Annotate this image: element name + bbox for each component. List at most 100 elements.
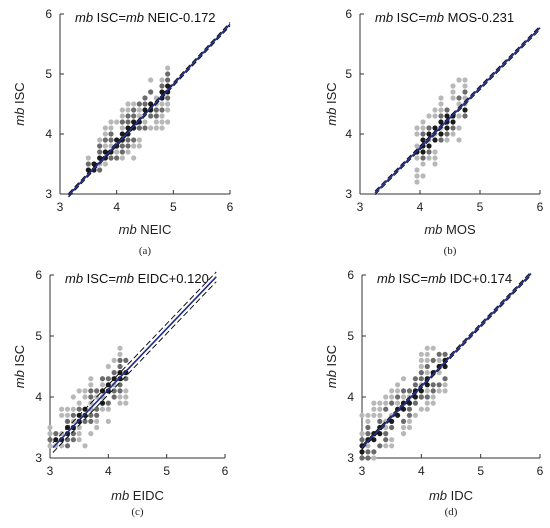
- scatter-point: [119, 149, 125, 155]
- scatter-point: [159, 125, 165, 131]
- scatter-point: [47, 424, 53, 431]
- x-tick-label: 3: [359, 464, 366, 478]
- scatter-point: [76, 431, 82, 437]
- fit-line: [361, 272, 532, 448]
- scatter-point: [117, 351, 123, 357]
- scatter-point: [438, 131, 444, 137]
- scatter-point: [430, 394, 436, 400]
- scatter-point: [456, 113, 462, 119]
- scatter-point: [371, 437, 377, 443]
- scatter-point: [430, 357, 436, 363]
- y-axis-label: mb ISC: [324, 82, 339, 125]
- x-axis-label: mb NEIC: [119, 222, 172, 237]
- scatter-point: [442, 388, 448, 394]
- y-tick-label: 6: [45, 7, 52, 21]
- equation-label: mb ISC=mb NEIC-0.172: [75, 10, 216, 25]
- scatter-point: [88, 394, 94, 400]
- y-axis-label: mb ISC: [12, 345, 27, 388]
- scatter-point: [159, 77, 165, 83]
- scatter-point: [418, 406, 424, 412]
- scatter-point: [420, 173, 426, 179]
- scatter-point: [395, 382, 401, 388]
- scatter-point: [406, 412, 413, 418]
- scatter-point: [432, 155, 438, 161]
- scatter-point: [105, 376, 111, 382]
- scatter-point: [142, 125, 148, 131]
- fit-line: [67, 23, 231, 196]
- y-tick-label: 4: [345, 127, 352, 141]
- scatter-point: [159, 83, 165, 89]
- scatter-point: [389, 388, 395, 394]
- scatter-point: [94, 412, 100, 418]
- scatter-point: [99, 376, 106, 382]
- scatter-point: [64, 431, 71, 437]
- scatter-point: [159, 119, 165, 125]
- scatter-point: [426, 155, 432, 161]
- scatter-point: [105, 418, 111, 424]
- scatter-point: [102, 137, 108, 143]
- x-axis-label: mb IDC: [429, 488, 473, 503]
- scatter-point: [105, 363, 111, 370]
- scatter-point: [47, 431, 53, 437]
- scatter-point: [426, 143, 432, 149]
- scatter-point: [389, 443, 395, 449]
- scatter-point: [136, 137, 142, 143]
- scatter-point: [420, 125, 426, 131]
- scatter-point: [418, 351, 424, 357]
- scatter-point: [395, 388, 401, 394]
- scatter-point: [436, 357, 442, 363]
- scatter-point: [418, 394, 424, 400]
- scatter-point: [424, 406, 430, 412]
- x-tick-label: 4: [113, 200, 120, 214]
- scatter-point: [119, 143, 125, 149]
- fit-bound-dashed-line: [361, 275, 532, 450]
- scatter-point: [438, 113, 444, 119]
- panel-a: 3 4 5 6 3 4 5 6 mb ISC=mb NEIC-0.172 mb NEIC mb IS…: [12, 7, 234, 257]
- scatter-point: [125, 137, 131, 143]
- scatter-point: [102, 125, 108, 131]
- scatter-point: [142, 95, 148, 101]
- scatter-point: [400, 394, 407, 400]
- fit-bound-dashed-line: [374, 29, 541, 196]
- x-tick-label: 3: [357, 200, 364, 214]
- scatter-point: [94, 406, 100, 412]
- x-tick-label: 5: [170, 200, 177, 214]
- scatter-point: [442, 382, 448, 388]
- scatter-point: [117, 363, 123, 370]
- scatter-point: [365, 455, 371, 461]
- y-tick-label: 6: [345, 7, 352, 21]
- scatter-point: [108, 155, 114, 161]
- scatter-point: [430, 388, 436, 394]
- scatter-point: [383, 400, 389, 406]
- equation-label: mb ISC=mb IDC+0.174: [377, 271, 512, 286]
- scatter-point: [64, 443, 71, 449]
- x-axis-label: mb EIDC: [111, 488, 164, 503]
- x-tick-label: 6: [222, 464, 229, 478]
- scatter-point: [125, 101, 131, 107]
- scatter-point: [414, 179, 420, 185]
- x-tick-label: 4: [418, 464, 425, 478]
- panel-d: 3 4 5 6 3 4 5 6 mb ISC=mb IDC+0.174 mb IDC mb ISC (…: [324, 268, 544, 518]
- scatter-point: [102, 143, 108, 149]
- scatter-point: [424, 357, 430, 363]
- scatter-point: [165, 71, 171, 77]
- scatter-point: [424, 363, 430, 370]
- scatter-point: [136, 143, 142, 149]
- scatter-point: [400, 376, 407, 382]
- scatter-point: [426, 125, 432, 131]
- scatter-point: [125, 113, 131, 119]
- scatter-point: [153, 107, 159, 113]
- scatter-point: [131, 113, 137, 119]
- scatter-point: [142, 119, 148, 125]
- scatter-point: [59, 437, 65, 443]
- scatter-point: [99, 406, 106, 412]
- x-tick-label: 3: [47, 464, 54, 478]
- scatter-point: [125, 107, 131, 113]
- scatter-point: [365, 424, 371, 431]
- fit-line: [52, 276, 217, 449]
- scatter-point: [400, 418, 407, 424]
- scatter-point: [85, 155, 91, 161]
- scatter-point: [123, 370, 129, 376]
- scatter-point: [436, 382, 442, 388]
- scatter-point: [111, 370, 117, 376]
